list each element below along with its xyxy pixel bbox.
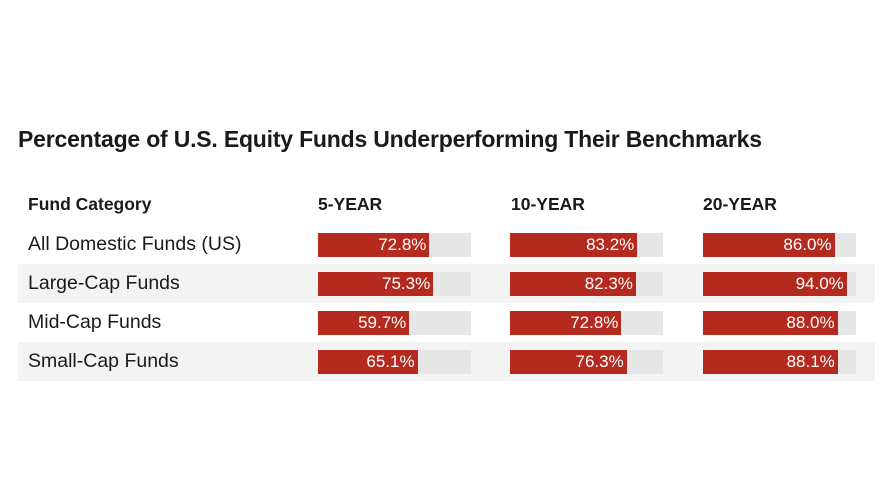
bar-value-label: 83.2% (586, 235, 635, 254)
bar-value-label: 72.8% (570, 313, 619, 332)
header-10-year: 10-YEAR (511, 194, 585, 214)
bar: 75.3% (318, 272, 434, 296)
bar: 72.8% (318, 233, 430, 257)
bar-track: 83.2% (510, 233, 663, 257)
bar-track: 82.3% (510, 272, 663, 296)
bar-track: 72.8% (510, 311, 663, 335)
bar-value-label: 72.8% (378, 235, 427, 254)
bar-track: 86.0% (703, 233, 856, 257)
bar-track: 94.0% (703, 272, 856, 296)
table-row: Large-Cap Funds 75.3% 82.3% 94.0% (18, 264, 875, 303)
bar-value-label: 94.0% (795, 274, 844, 293)
bar-value-label: 59.7% (358, 313, 407, 332)
header-5-year: 5-YEAR (318, 194, 383, 214)
bar-value-label: 82.3% (584, 274, 633, 293)
bar: 86.0% (703, 233, 835, 257)
row-label: All Domestic Funds (US) (28, 233, 242, 255)
header-fund-category: Fund Category (28, 194, 152, 214)
bar-track: 88.1% (703, 350, 856, 374)
bar-value-label: 76.3% (575, 352, 624, 371)
row-label: Mid-Cap Funds (28, 311, 162, 333)
bar-track: 76.3% (510, 350, 663, 374)
bar: 65.1% (318, 350, 418, 374)
bar: 88.1% (703, 350, 838, 374)
bar: 88.0% (703, 311, 838, 335)
bar-track: 65.1% (318, 350, 471, 374)
bar: 72.8% (510, 311, 622, 335)
bar-track: 75.3% (318, 272, 471, 296)
bar: 94.0% (703, 272, 847, 296)
bar-value-label: 88.1% (786, 352, 835, 371)
bar-value-label: 75.3% (381, 274, 431, 293)
table-row: Mid-Cap Funds 59.7% 72.8% 88.0% (18, 303, 875, 342)
bar-track: 88.0% (703, 311, 856, 335)
header-20-year: 20-YEAR (703, 194, 777, 214)
bar: 76.3% (510, 350, 627, 374)
chart-title: Percentage of U.S. Equity Funds Underper… (18, 126, 762, 152)
bar-track: 59.7% (318, 311, 471, 335)
bar-value-label: 88.0% (786, 313, 835, 332)
bar-value-label: 86.0% (783, 235, 832, 254)
bar-track: 72.8% (318, 233, 471, 257)
table-row: All Domestic Funds (US) 72.8% 83.2% 86.0% (18, 225, 875, 264)
table-row: Small-Cap Funds 65.1% 76.3% 88.1% (18, 342, 875, 381)
bar: 82.3% (510, 272, 636, 296)
bar: 83.2% (510, 233, 638, 257)
bar-value-label: 65.1% (366, 352, 415, 371)
row-label: Small-Cap Funds (28, 350, 179, 372)
bar: 59.7% (318, 311, 410, 335)
row-label: Large-Cap Funds (28, 272, 180, 294)
